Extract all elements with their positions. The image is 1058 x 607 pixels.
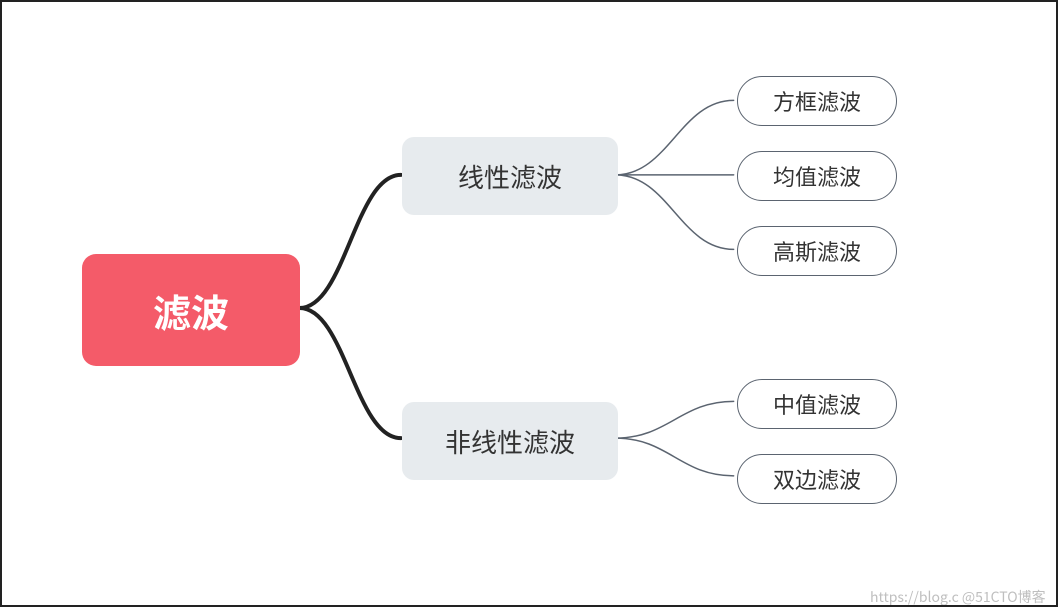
node-cat2-label: 非线性滤波 [445,423,575,460]
edge-cat2-l5 [615,438,733,476]
node-l3: 高斯滤波 [737,226,897,276]
node-l4-label: 中值滤波 [773,388,861,420]
node-cat1: 线性滤波 [402,137,618,215]
node-cat2: 非线性滤波 [402,402,618,480]
node-root: 滤波 [82,254,300,366]
edge-cat1-l1 [615,100,733,175]
watermark-text: https://blog.c @51CTO博客 [870,587,1046,607]
edge-cat2-l4 [615,401,733,438]
node-l2: 均值滤波 [737,151,897,201]
node-l1-label: 方框滤波 [773,85,861,117]
node-l3-label: 高斯滤波 [773,235,861,267]
node-l5-label: 双边滤波 [773,463,861,495]
edge-root-cat2 [300,308,401,438]
node-cat1-label: 线性滤波 [458,158,562,195]
node-l4: 中值滤波 [737,379,897,429]
diagram-frame: https://blog.c @51CTO博客 滤波 线性滤波非线性滤波 方框滤波均… [0,0,1058,607]
node-root-label: 滤波 [153,283,229,338]
node-l2-label: 均值滤波 [773,160,861,192]
node-l1: 方框滤波 [737,76,897,126]
edge-root-cat1 [300,175,401,308]
edge-cat1-l3 [615,175,733,250]
node-l5: 双边滤波 [737,454,897,504]
